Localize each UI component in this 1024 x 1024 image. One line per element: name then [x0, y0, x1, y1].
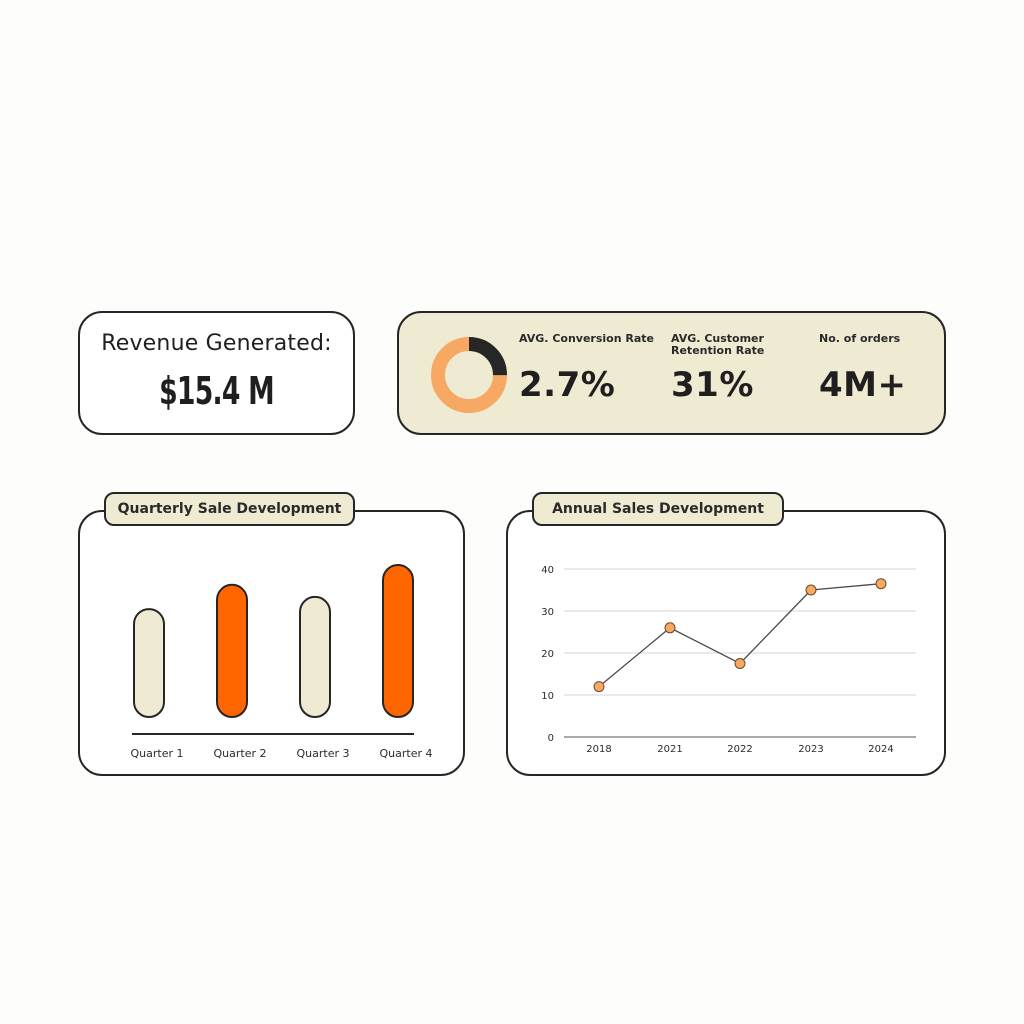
kpi-retention-rate: AVG. Customer Retention Rate 31% [671, 333, 764, 406]
x-tick-label: Quarter 4 [380, 747, 433, 760]
annual-chart-card: 0 10 20 30 40 2018 2021 2022 2023 2024 [506, 510, 946, 776]
annual-chart-title: Annual Sales Development [532, 492, 784, 526]
sales-line [598, 583, 882, 688]
x-tick-label: Quarter 2 [214, 747, 267, 760]
data-point-2022 [734, 658, 746, 669]
kpi-conversion-rate: AVG. Conversion Rate 2.7% [519, 333, 654, 406]
annual-line-chart: 0 10 20 30 40 2018 2021 2022 2023 2024 [541, 565, 916, 755]
x-tick-label: 2023 [798, 744, 823, 755]
y-tick-label: 30 [541, 607, 554, 618]
kpi-orders: No. of orders 4M+ [819, 333, 907, 406]
kpi-orders-value: 4M+ [819, 365, 907, 405]
kpi-orders-label-line1: No. of orders [819, 332, 901, 345]
revenue-card: Revenue Generated: $15.4 M [78, 311, 355, 435]
kpi-conversion-label-line1: AVG. Conversion Rate [519, 332, 654, 345]
y-tick-label: 0 [548, 733, 554, 744]
quarterly-chart-card: Quarter 1 Quarter 2 Quarter 3 Quarter 4 [78, 510, 465, 776]
kpi-conversion-label: AVG. Conversion Rate [519, 333, 654, 361]
revenue-value: $15.4 M [159, 369, 274, 413]
x-tick-label: 2018 [586, 744, 611, 755]
x-tick-label: Quarter 1 [131, 747, 184, 760]
kpi-conversion-value: 2.7% [519, 365, 616, 405]
bar-quarter-3 [299, 595, 331, 718]
y-tick-label: 20 [541, 649, 554, 660]
x-tick-label: 2022 [727, 744, 752, 755]
quarterly-chart-title: Quarterly Sale Development [104, 492, 355, 526]
data-point-2024 [875, 578, 887, 590]
revenue-title: Revenue Generated: [101, 331, 332, 356]
kpi-card: AVG. Conversion Rate 2.7% AVG. Customer … [397, 311, 946, 435]
bar-quarter-2 [216, 583, 248, 719]
y-tick-label: 10 [541, 691, 554, 702]
y-tick-label: 40 [541, 565, 554, 576]
quarterly-bar-chart: Quarter 1 Quarter 2 Quarter 3 Quarter 4 [131, 564, 433, 760]
donut-filled-arc [431, 337, 507, 413]
bar-quarter-1 [133, 608, 165, 718]
kpi-retention-label-line1: AVG. Customer [671, 332, 764, 345]
bar-quarter-4 [382, 564, 414, 718]
x-tick-label: Quarter 3 [297, 747, 350, 760]
data-point-2023 [805, 584, 817, 596]
x-tick-label: 2024 [868, 744, 893, 755]
data-point-2021 [664, 622, 676, 634]
data-point-2018 [593, 681, 605, 693]
kpi-retention-label-line2: Retention Rate [671, 344, 765, 357]
kpi-orders-label: No. of orders [819, 333, 906, 361]
kpi-retention-label: AVG. Customer Retention Rate [671, 333, 764, 361]
x-tick-label: 2021 [657, 744, 682, 755]
kpi-retention-value: 31% [671, 365, 754, 405]
conversion-donut-chart [431, 337, 507, 413]
